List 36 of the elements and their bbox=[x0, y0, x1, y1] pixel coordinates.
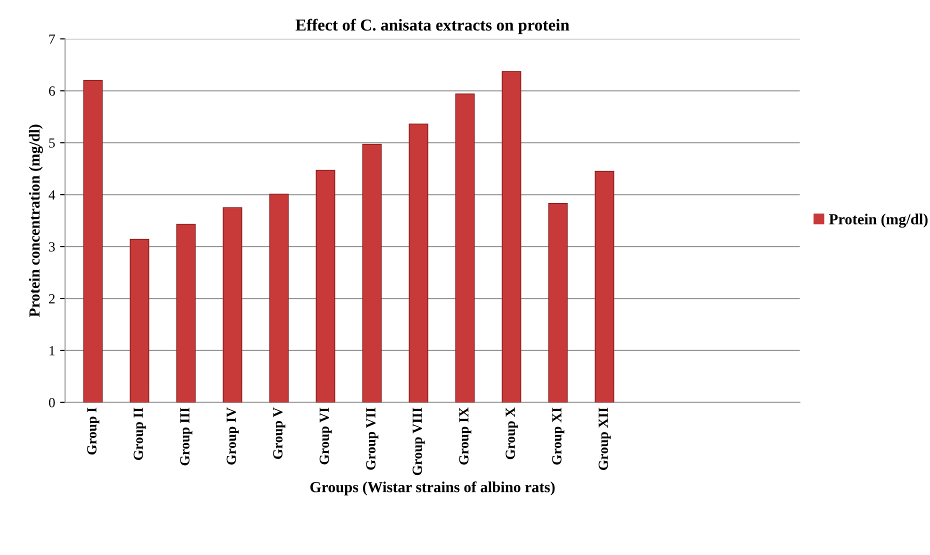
x-tick-label: Group IX bbox=[459, 407, 472, 465]
x-tick-label: Group VI bbox=[320, 408, 332, 464]
bar bbox=[594, 170, 614, 402]
x-tick-label: Group IV bbox=[226, 407, 239, 465]
x-tick-label: Group II bbox=[134, 408, 146, 460]
x-tick-label: Group X bbox=[506, 407, 518, 460]
y-tick-label: 5 bbox=[49, 138, 55, 148]
y-tick-label: 2 bbox=[49, 294, 55, 304]
bar bbox=[502, 71, 522, 402]
x-tick-label: Group V bbox=[273, 407, 286, 459]
y-tick-label: 6 bbox=[49, 86, 55, 96]
x-tick-label: Group III bbox=[180, 408, 192, 466]
bar bbox=[548, 203, 568, 402]
y-tick-label: 7 bbox=[49, 34, 55, 44]
legend-label: Protein (mg/dl) bbox=[829, 214, 928, 228]
bar bbox=[362, 144, 382, 402]
bar bbox=[176, 224, 196, 402]
x-tick-label: Group VII bbox=[366, 408, 378, 470]
bar bbox=[408, 124, 428, 402]
x-tick-label: Group I bbox=[87, 408, 100, 455]
y-tick-label: 1 bbox=[50, 346, 55, 356]
x-tick-label: Group VIII bbox=[412, 408, 425, 476]
bar bbox=[222, 207, 242, 402]
x-tick-label: Group XI bbox=[552, 408, 564, 465]
bar bbox=[83, 80, 103, 402]
y-tick-label: 3 bbox=[49, 242, 55, 252]
bar bbox=[269, 194, 289, 402]
y-tick-label: 4 bbox=[48, 190, 56, 200]
bar bbox=[130, 238, 150, 402]
chart-title: Effect of C. anisata extracts on protein bbox=[296, 18, 570, 34]
x-tick-label: Group XII bbox=[598, 408, 611, 470]
bar bbox=[316, 170, 336, 402]
y-axis-title: Protein concentration (mg/dl) bbox=[28, 124, 43, 317]
y-tick-label: 0 bbox=[48, 398, 55, 408]
bar bbox=[455, 93, 475, 402]
x-axis-title: Groups (Wistar strains of albino rats) bbox=[310, 481, 555, 496]
